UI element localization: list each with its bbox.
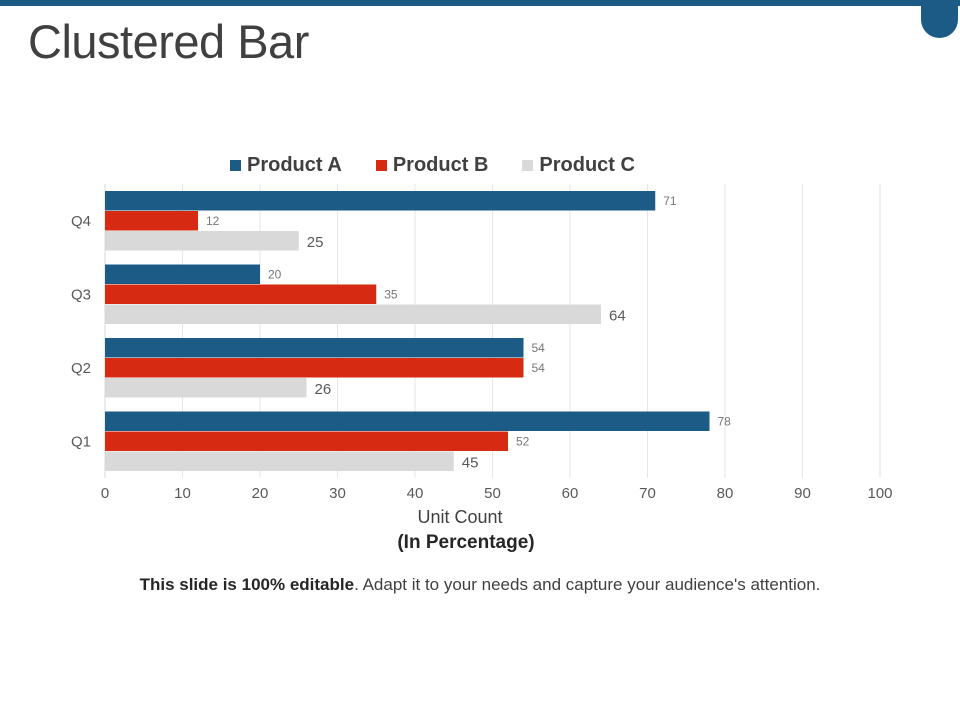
- footer-note: This slide is 100% editable. Adapt it to…: [0, 575, 960, 595]
- legend-label-product-a: Product A: [247, 153, 342, 176]
- legend-label-product-c: Product C: [539, 153, 635, 176]
- data-label-q4-product-a: 71: [663, 194, 677, 208]
- bar-q2-product-b: [105, 358, 524, 378]
- slide-title: Clustered Bar: [28, 15, 309, 68]
- bar-q1-product-a: [105, 411, 710, 431]
- footer-bold-text: This slide is 100% editable: [139, 575, 355, 594]
- x-tick-label-60: 60: [562, 485, 579, 502]
- data-label-q4-product-c: 25: [307, 234, 324, 251]
- bar-q3-product-b: [105, 284, 377, 304]
- x-tick-label-80: 80: [717, 485, 734, 502]
- x-tick-label-20: 20: [252, 485, 269, 502]
- x-tick-label-100: 100: [867, 485, 892, 502]
- footer-text: . Adapt it to your needs and capture you…: [354, 575, 821, 594]
- x-tick-label-0: 0: [101, 485, 109, 502]
- data-label-q2-product-a: 54: [532, 341, 546, 355]
- x-axis-subtitle: (In Percentage): [397, 532, 535, 553]
- y-tick-label-q4: Q4: [71, 213, 91, 230]
- data-label-q3-product-c: 64: [609, 307, 626, 324]
- bar-q2-product-c: [105, 378, 307, 398]
- x-tick-label-40: 40: [407, 485, 424, 502]
- data-label-q2-product-c: 26: [315, 381, 332, 398]
- data-label-q1-product-b: 52: [516, 434, 530, 448]
- x-tick-label-70: 70: [639, 485, 656, 502]
- legend-label-product-b: Product B: [392, 153, 489, 176]
- data-label-q4-product-b: 12: [206, 214, 220, 228]
- x-tick-label-50: 50: [484, 485, 501, 502]
- bar-q4-product-c: [105, 231, 299, 251]
- y-tick-label-q1: Q1: [71, 433, 91, 450]
- bar-q1-product-b: [105, 431, 508, 451]
- y-tick-label-q2: Q2: [71, 360, 91, 377]
- data-label-q3-product-a: 20: [268, 267, 282, 281]
- y-tick-label-q3: Q3: [71, 286, 91, 303]
- x-tick-label-30: 30: [329, 485, 346, 502]
- data-label-q2-product-b: 54: [532, 361, 546, 375]
- legend-swatch-product-b: [375, 159, 387, 171]
- bar-q1-product-c: [105, 451, 454, 471]
- bar-q3-product-c: [105, 304, 601, 324]
- data-label-q1-product-a: 78: [718, 414, 732, 428]
- x-tick-label-90: 90: [794, 485, 811, 502]
- data-label-q1-product-c: 45: [462, 454, 479, 471]
- x-axis-title: Unit Count: [417, 507, 503, 527]
- bar-q3-product-a: [105, 264, 260, 284]
- legend-item-product-a: Product A: [230, 154, 342, 177]
- bar-q4-product-a: [105, 191, 656, 211]
- x-tick-label-10: 10: [174, 485, 191, 502]
- chart-legend: Product A Product B Product C: [230, 152, 669, 178]
- legend-item-product-b: Product B: [375, 153, 489, 177]
- top-accent-bar: [0, 0, 960, 6]
- data-label-q3-product-b: 35: [384, 287, 398, 301]
- top-corner-tab: [921, 0, 958, 38]
- legend-swatch-product-c: [522, 159, 534, 171]
- legend-swatch-product-a: [230, 159, 241, 171]
- bar-q4-product-b: [105, 211, 198, 231]
- bar-q2-product-a: [105, 338, 524, 358]
- legend-item-product-c: Product C: [522, 154, 635, 177]
